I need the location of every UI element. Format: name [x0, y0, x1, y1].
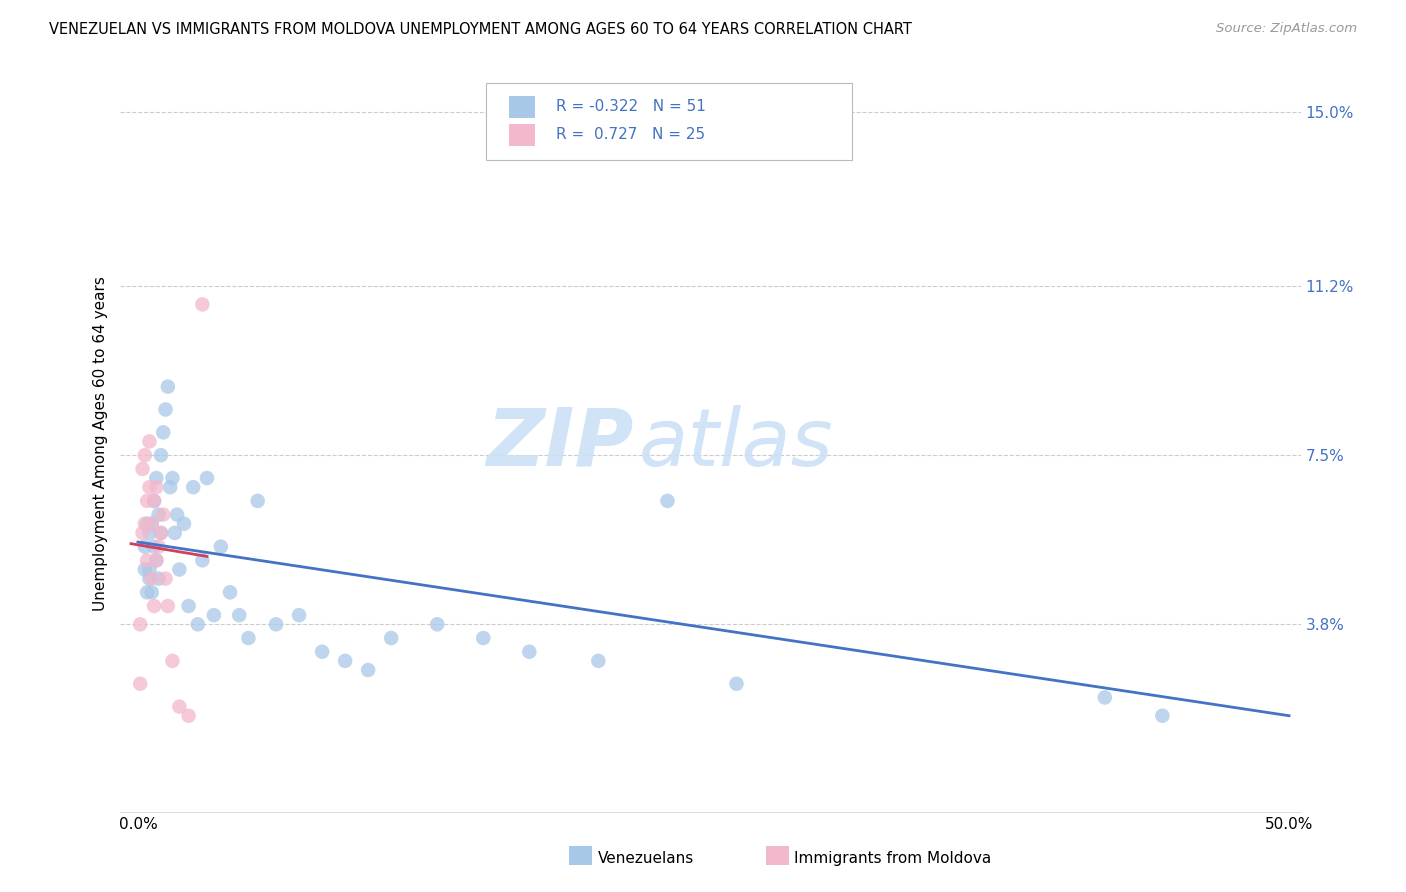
- Point: [145, 480, 167, 494]
- Point: [134, 562, 156, 576]
- Point: [187, 617, 209, 632]
- Point: [725, 677, 748, 691]
- Point: [136, 494, 159, 508]
- Text: Venezuelans: Venezuelans: [598, 851, 693, 865]
- Point: [177, 599, 200, 613]
- Point: [143, 599, 166, 613]
- Point: [181, 480, 204, 494]
- Point: [145, 471, 167, 485]
- Point: [129, 617, 152, 632]
- Point: [149, 448, 172, 462]
- Point: [145, 553, 167, 567]
- Point: [169, 699, 191, 714]
- Point: [138, 434, 160, 449]
- Point: [138, 480, 160, 494]
- Point: [588, 654, 610, 668]
- Point: [134, 448, 156, 462]
- Text: R =  0.727   N = 25: R = 0.727 N = 25: [557, 128, 706, 142]
- Point: [136, 516, 159, 531]
- Point: [131, 462, 153, 476]
- Bar: [509, 124, 536, 145]
- Point: [517, 645, 540, 659]
- Point: [380, 631, 402, 645]
- Point: [209, 540, 232, 554]
- Point: [1152, 708, 1174, 723]
- Point: [134, 516, 156, 531]
- Text: Source: ZipAtlas.com: Source: ZipAtlas.com: [1216, 22, 1357, 36]
- Point: [149, 525, 172, 540]
- Point: [173, 516, 195, 531]
- Text: atlas: atlas: [640, 405, 834, 483]
- Text: Immigrants from Moldova: Immigrants from Moldova: [794, 851, 991, 865]
- Point: [288, 608, 311, 623]
- Point: [148, 508, 170, 522]
- Point: [219, 585, 242, 599]
- Point: [159, 480, 181, 494]
- Point: [156, 599, 179, 613]
- Point: [169, 562, 191, 576]
- Point: [136, 553, 159, 567]
- Point: [472, 631, 495, 645]
- Bar: [509, 95, 536, 118]
- Point: [148, 540, 170, 554]
- Point: [162, 471, 184, 485]
- Point: [141, 516, 163, 531]
- Point: [657, 494, 679, 508]
- Y-axis label: Unemployment Among Ages 60 to 64 years: Unemployment Among Ages 60 to 64 years: [93, 277, 108, 611]
- Point: [191, 553, 214, 567]
- Point: [145, 553, 167, 567]
- Point: [131, 525, 153, 540]
- Point: [141, 572, 163, 586]
- Point: [143, 540, 166, 554]
- Point: [138, 562, 160, 576]
- Point: [143, 494, 166, 508]
- Point: [333, 654, 356, 668]
- Point: [152, 425, 174, 440]
- Text: VENEZUELAN VS IMMIGRANTS FROM MOLDOVA UNEMPLOYMENT AMONG AGES 60 TO 64 YEARS COR: VENEZUELAN VS IMMIGRANTS FROM MOLDOVA UN…: [49, 22, 912, 37]
- Point: [166, 508, 188, 522]
- Point: [136, 585, 159, 599]
- Point: [149, 525, 172, 540]
- Point: [1094, 690, 1116, 705]
- Point: [311, 645, 333, 659]
- Point: [129, 677, 152, 691]
- Point: [141, 516, 163, 531]
- Point: [143, 494, 166, 508]
- Text: ZIP: ZIP: [486, 405, 633, 483]
- Point: [264, 617, 287, 632]
- Point: [426, 617, 449, 632]
- Point: [195, 471, 218, 485]
- FancyBboxPatch shape: [485, 83, 852, 161]
- Point: [163, 525, 186, 540]
- Point: [177, 708, 200, 723]
- Point: [141, 585, 163, 599]
- Point: [238, 631, 260, 645]
- Point: [246, 494, 269, 508]
- Text: R = -0.322   N = 51: R = -0.322 N = 51: [557, 99, 706, 114]
- Point: [228, 608, 250, 623]
- Point: [191, 297, 214, 311]
- Point: [148, 572, 170, 586]
- Point: [155, 402, 177, 417]
- Point: [155, 572, 177, 586]
- Point: [156, 379, 179, 393]
- Point: [134, 540, 156, 554]
- Point: [162, 654, 184, 668]
- Point: [202, 608, 225, 623]
- Point: [138, 525, 160, 540]
- Point: [152, 508, 174, 522]
- Point: [357, 663, 380, 677]
- Point: [138, 572, 160, 586]
